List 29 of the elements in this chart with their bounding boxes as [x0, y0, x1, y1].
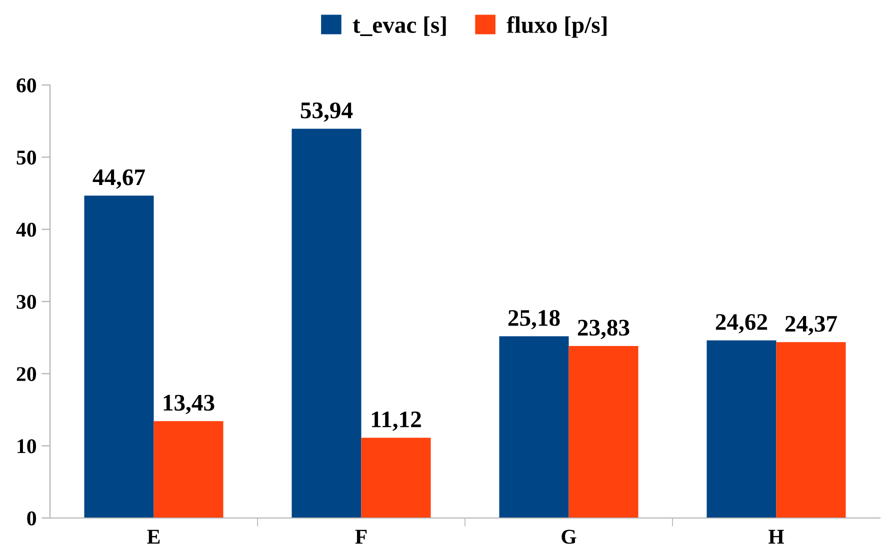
- legend-label: fluxo [p/s]: [506, 16, 606, 38]
- data-label: 25,18: [508, 310, 560, 330]
- y-tick-label: 60: [16, 78, 36, 92]
- bar: [84, 196, 154, 518]
- legend-label: t_evac [s]: [352, 16, 446, 36]
- bar: [706, 340, 776, 518]
- data-label: 44,67: [92, 169, 145, 189]
- data-label: 11,12: [372, 412, 421, 431]
- y-tick-label: 10: [18, 439, 36, 454]
- bar: [154, 421, 224, 518]
- y-tick-label: 40: [16, 222, 36, 237]
- y-tick-label: 50: [16, 150, 36, 165]
- x-tick-label: F: [355, 530, 367, 544]
- data-label: 23,83: [578, 320, 630, 340]
- x-tick-label: H: [768, 530, 784, 544]
- bar: [776, 342, 846, 518]
- data-label: 24,37: [785, 316, 837, 336]
- bar: [568, 346, 638, 518]
- data-label: 13,43: [164, 394, 214, 414]
- data-label: 53,94: [300, 102, 353, 122]
- x-tick-label: G: [562, 530, 576, 544]
- data-label: 24,62: [716, 314, 768, 334]
- bar: [292, 128, 362, 518]
- y-tick-label: 20: [16, 367, 36, 382]
- bar: [499, 336, 569, 518]
- x-tick-label: E: [147, 530, 160, 544]
- bar: [361, 438, 431, 518]
- y-tick-label: 0: [27, 511, 36, 526]
- y-tick-label: 30: [16, 294, 36, 309]
